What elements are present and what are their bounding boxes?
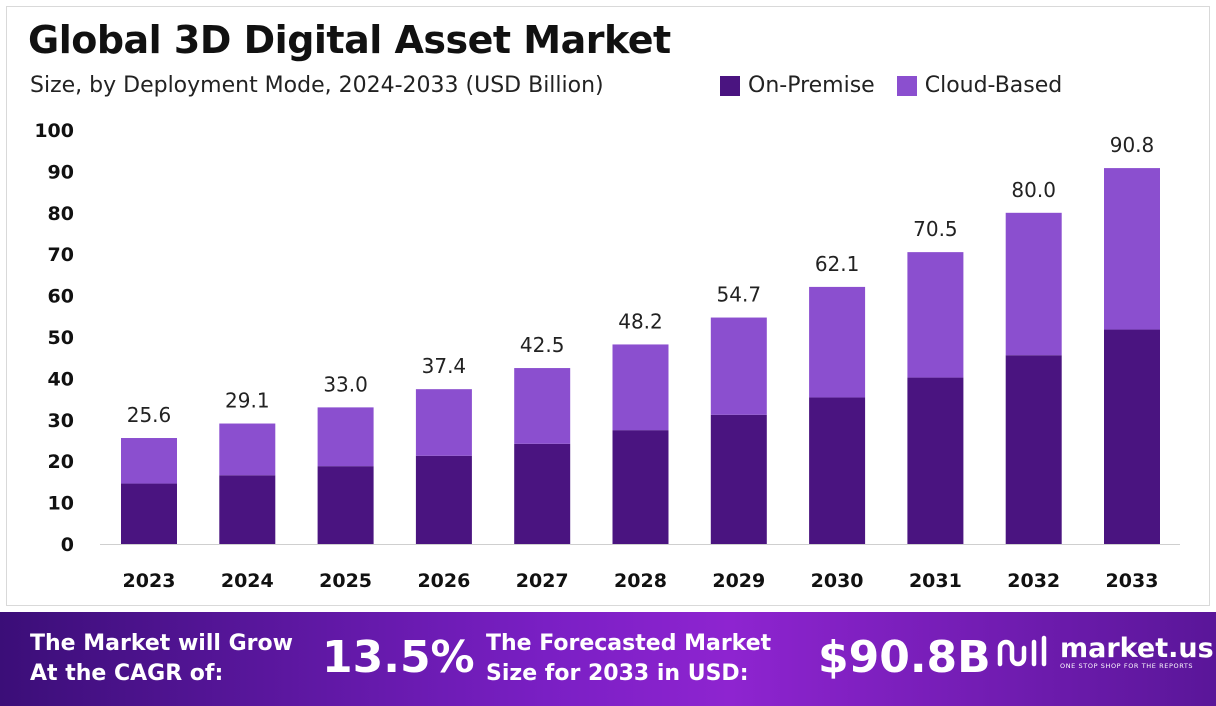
legend-swatch-cloud-based (896, 75, 917, 96)
market-us-logo[interactable]: market.us ONE STOP SHOP FOR THE REPORTS (994, 634, 1214, 672)
x-tick-label: 2029 (712, 570, 765, 592)
bar-cloud-based (317, 407, 374, 467)
bar-chart: 010203040506070809010025.6202329.1202433… (34, 120, 1180, 592)
bar-total-label: 90.8 (1110, 133, 1155, 157)
forecast-label-line-2: Size for 2033 in USD: (486, 661, 749, 686)
y-tick-label: 10 (48, 493, 74, 515)
bar-cloud-based (907, 252, 964, 378)
bar-on-premise (317, 466, 374, 544)
bar-cloud-based (1005, 212, 1062, 356)
bar-total-label: 29.1 (225, 389, 270, 413)
y-tick-label: 40 (48, 368, 74, 390)
x-tick-label: 2031 (909, 570, 962, 592)
bar-on-premise (219, 475, 276, 544)
bar-cloud-based (809, 286, 866, 398)
bar-total-label: 80.0 (1011, 178, 1056, 202)
market-us-logo-icon (997, 635, 1047, 667)
bar-cloud-based (219, 423, 276, 476)
bar-on-premise (1104, 329, 1160, 544)
bar-total-label: 48.2 (618, 309, 663, 333)
logo-tagline: ONE STOP SHOP FOR THE REPORTS (1060, 661, 1194, 670)
bar-cloud-based (710, 317, 767, 415)
x-tick-label: 2026 (417, 570, 470, 592)
bar-on-premise (514, 443, 571, 544)
bar-total-label: 33.0 (323, 372, 368, 396)
x-tick-label: 2032 (1007, 570, 1060, 592)
x-tick-label: 2028 (614, 570, 667, 592)
bar-total-label: 62.1 (815, 252, 860, 276)
footer-banner: The Market will Grow At the CAGR of: 13.… (0, 612, 1216, 706)
bar-total-label: 37.4 (422, 354, 467, 378)
forecast-label-line-1: The Forecasted Market (486, 631, 772, 656)
bar-cloud-based (514, 368, 571, 444)
y-tick-label: 30 (48, 410, 74, 432)
bar-on-premise (907, 377, 964, 544)
bar-total-label: 42.5 (520, 333, 565, 357)
y-tick-label: 80 (48, 203, 74, 225)
y-tick-label: 90 (48, 161, 74, 183)
logo-text: market.us ONE STOP SHOP FOR THE REPORTS (1060, 632, 1214, 671)
bar-on-premise (121, 483, 177, 544)
bar-cloud-based (121, 438, 177, 484)
bar-on-premise (612, 430, 669, 544)
legend-item-on-premise: On-Premise (720, 73, 875, 98)
y-tick-label: 100 (34, 120, 74, 142)
y-tick-label: 70 (48, 244, 74, 266)
bar-on-premise (1005, 355, 1062, 544)
bar-cloud-based (612, 344, 669, 431)
x-tick-label: 2033 (1106, 570, 1159, 592)
chart-subtitle: Size, by Deployment Mode, 2024-2033 (USD… (30, 73, 604, 98)
forecast-label: The Forecasted Market Size for 2033 in U… (486, 629, 771, 689)
bar-total-label: 70.5 (913, 217, 958, 241)
forecast-value: $90.8B (818, 632, 991, 683)
cagr-label-line-2: At the CAGR of: (30, 661, 224, 686)
y-tick-label: 20 (48, 451, 74, 473)
legend-label-on-premise: On-Premise (748, 73, 875, 98)
x-tick-label: 2023 (123, 570, 176, 592)
legend-item-cloud-based: Cloud-Based (896, 73, 1063, 98)
cagr-label-line-1: The Market will Grow (30, 631, 293, 656)
bar-total-label: 54.7 (717, 283, 762, 307)
bar-cloud-based (415, 389, 472, 456)
x-tick-label: 2030 (811, 570, 864, 592)
bar-cloud-based (1104, 168, 1160, 330)
bar-total-label: 25.6 (127, 403, 172, 427)
legend-swatch-on-premise (720, 75, 740, 96)
y-tick-label: 60 (48, 286, 74, 308)
x-tick-label: 2025 (319, 570, 372, 592)
legend: On-Premise Cloud-Based (720, 73, 1062, 98)
bar-on-premise (710, 414, 767, 544)
bar-on-premise (415, 455, 472, 544)
bar-on-premise (809, 397, 866, 544)
logo-name: market.us (1060, 632, 1214, 664)
chart-title: Global 3D Digital Asset Market (28, 18, 671, 62)
x-tick-label: 2024 (221, 570, 274, 592)
x-tick-label: 2027 (516, 570, 569, 592)
y-tick-label: 0 (61, 534, 74, 556)
cagr-value: 13.5% (322, 632, 475, 683)
cagr-label: The Market will Grow At the CAGR of: (30, 629, 293, 689)
y-tick-label: 50 (48, 327, 74, 349)
legend-label-cloud-based: Cloud-Based (924, 73, 1063, 98)
